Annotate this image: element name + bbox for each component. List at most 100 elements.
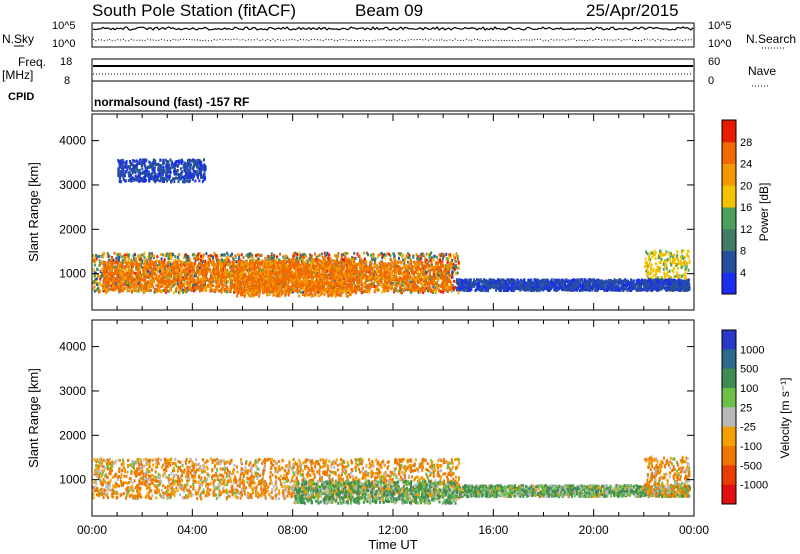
power-cell xyxy=(371,284,373,287)
power-cell xyxy=(370,254,372,257)
power-cell xyxy=(188,271,190,274)
power-cell xyxy=(428,269,430,272)
power-cell xyxy=(124,261,126,264)
power-cell xyxy=(227,263,229,266)
power-cell xyxy=(341,255,343,258)
power-cell xyxy=(433,284,435,287)
power-cell xyxy=(167,274,169,277)
power-cell xyxy=(140,277,142,280)
power-cell xyxy=(228,259,230,262)
nsearch-trace xyxy=(93,39,693,41)
power-cell xyxy=(338,278,340,281)
power-cell xyxy=(370,273,372,276)
power-cell xyxy=(154,261,156,264)
power-cell xyxy=(288,265,290,268)
power-cell xyxy=(379,274,381,277)
power-cell xyxy=(139,263,141,266)
power-cell xyxy=(179,277,181,280)
power-cell xyxy=(116,277,118,280)
power-cell xyxy=(184,289,186,292)
power-cell xyxy=(435,290,437,293)
power-data xyxy=(92,158,690,298)
power-cell xyxy=(173,276,175,279)
power-cell xyxy=(416,267,418,270)
power-cell xyxy=(390,271,392,274)
power-cell xyxy=(115,262,117,265)
power-cell xyxy=(220,288,222,291)
power-cell xyxy=(161,257,163,260)
power-cell xyxy=(187,286,189,289)
power-cell xyxy=(114,252,116,255)
power-cell xyxy=(393,258,395,261)
power-cell xyxy=(144,252,146,255)
power-cell xyxy=(173,281,175,284)
power-cell xyxy=(400,276,402,279)
power-cell xyxy=(123,256,125,259)
power-cell xyxy=(172,272,174,275)
power-cell xyxy=(429,286,431,289)
power-cell xyxy=(327,275,329,278)
power-cell xyxy=(376,281,378,284)
power-cell xyxy=(442,257,444,260)
power-cell xyxy=(321,289,323,292)
power-cell xyxy=(164,258,166,261)
power-cell xyxy=(388,272,390,275)
power-cell xyxy=(260,276,262,279)
power-cell xyxy=(422,287,424,290)
power-cell xyxy=(104,279,106,282)
power-cell xyxy=(304,294,306,297)
power-cell xyxy=(429,289,431,292)
power-cell xyxy=(217,263,219,266)
power-cell xyxy=(122,282,124,285)
power-cell xyxy=(145,261,147,264)
power-cell xyxy=(288,259,290,262)
power-cell xyxy=(446,269,448,272)
power-cell xyxy=(264,265,266,268)
nsky-label: N.Sky xyxy=(2,32,34,46)
power-cell xyxy=(110,278,112,281)
power-cell xyxy=(195,279,197,282)
power-cell xyxy=(99,259,101,262)
power-cell xyxy=(373,282,375,285)
power-cell xyxy=(129,286,131,289)
power-cell xyxy=(190,289,192,292)
power-cell xyxy=(221,264,223,267)
power-cell xyxy=(322,256,324,259)
power-cell xyxy=(182,261,184,264)
power-cell xyxy=(430,251,432,254)
power-cell xyxy=(168,266,170,269)
cpid-label: CPID xyxy=(8,91,34,103)
power-cell xyxy=(119,256,121,259)
power-cell xyxy=(362,276,364,279)
power-cell xyxy=(109,261,111,264)
power-cell xyxy=(413,265,415,268)
power-cell xyxy=(119,271,121,274)
power-cell xyxy=(436,281,438,284)
power-cell xyxy=(206,264,208,267)
power-cell xyxy=(302,256,304,259)
power-cell xyxy=(399,252,401,255)
noise-panel: N.Sky 10^5 10^0 10^5 10^0 N.Search xyxy=(2,20,796,50)
power-cell xyxy=(234,254,236,257)
power-cell xyxy=(417,277,419,280)
power-cell xyxy=(330,274,332,277)
power-cell xyxy=(186,281,188,284)
power-cell xyxy=(112,263,114,266)
power-cell xyxy=(147,265,149,268)
power-cell xyxy=(221,280,223,283)
power-cell xyxy=(249,252,251,255)
power-cell xyxy=(156,255,158,258)
power-cell xyxy=(419,268,421,271)
power-cell xyxy=(159,283,161,286)
power-cell xyxy=(373,264,375,267)
power-cell xyxy=(128,253,130,256)
power-cell xyxy=(385,254,387,257)
power-cell xyxy=(163,261,165,264)
power-cell xyxy=(248,266,250,269)
power-cell xyxy=(408,287,410,290)
power-cell xyxy=(282,255,284,258)
power-cell xyxy=(255,254,257,257)
power-cell xyxy=(144,256,146,259)
power-cell xyxy=(200,255,202,258)
power-cell xyxy=(102,280,104,283)
